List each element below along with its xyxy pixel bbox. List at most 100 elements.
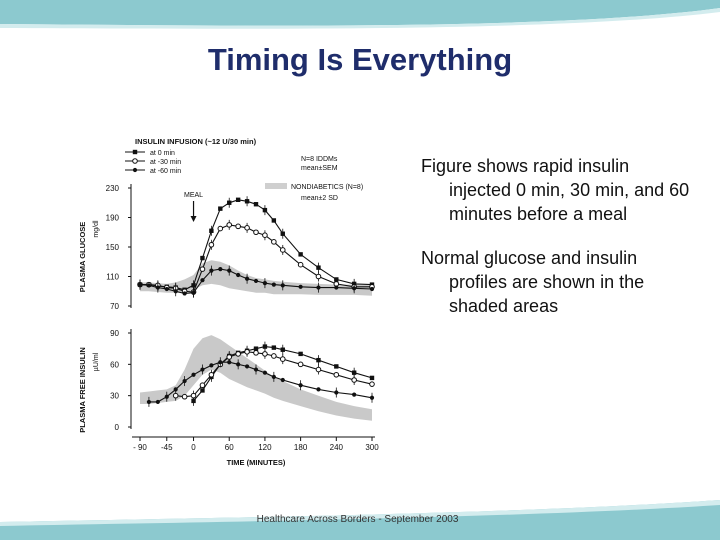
chart-panel: 70 110 150 190 230 PLASMA GLUCOSE mg/dl MEAL (78, 184, 375, 311)
data-point-square (253, 202, 259, 207)
data-point-dot (316, 285, 321, 290)
data-point-dot (200, 367, 205, 372)
y-tick-label: 30 (110, 392, 119, 401)
data-point-dot (236, 362, 241, 367)
data-point-circle (271, 239, 277, 245)
meal-arrow-head (190, 216, 197, 222)
y-tick-label: 60 (110, 360, 119, 369)
data-point-circle (315, 273, 322, 280)
glucose-insulin-chart: INSULIN INFUSION (~12 U/30 min) at 0 min a… (78, 137, 379, 467)
data-point-square (227, 200, 232, 205)
data-point-dot (173, 387, 178, 392)
data-point-circle (315, 366, 322, 373)
data-point-dot (280, 283, 285, 288)
data-point-dot (209, 268, 214, 273)
data-point-dot (227, 268, 232, 273)
data-point-dot (271, 374, 276, 379)
data-point-square (235, 197, 241, 202)
y-tick-label: 0 (115, 423, 120, 432)
y-axis-label: PLASMA FREE INSULIN (78, 347, 87, 433)
data-point-dot (253, 367, 259, 372)
data-point-dot (209, 363, 214, 368)
data-point-circle (297, 261, 304, 268)
data-point-dot (200, 278, 205, 283)
data-point-square (298, 351, 303, 357)
data-point-dot (173, 289, 178, 294)
data-point-dot (164, 286, 169, 292)
data-point-dot (146, 399, 152, 405)
series-line (140, 224, 372, 293)
data-point-dot (298, 383, 303, 388)
data-point-circle (244, 225, 250, 231)
data-point-square (280, 231, 285, 236)
data-point-square (334, 364, 339, 369)
data-point-circle (208, 241, 215, 248)
y-axis-label: PLASMA GLUCOSE (78, 222, 87, 293)
data-point-dot (218, 360, 223, 365)
data-point-square (298, 252, 303, 257)
top-banner (0, 0, 720, 29)
legend-label: at -60 min (150, 168, 181, 175)
legend-label: at -30 min (150, 159, 181, 166)
data-point-circle (279, 356, 286, 362)
meal-label: MEAL (184, 192, 203, 199)
data-point-square (369, 375, 375, 381)
x-tick-label: 60 (225, 443, 234, 452)
y-tick-label: 150 (106, 243, 120, 252)
data-point-circle (333, 371, 340, 378)
y-axis-unit: mg/dl (93, 220, 100, 238)
data-point-dot (298, 284, 303, 289)
data-point-square (262, 344, 268, 349)
data-point-dot (227, 360, 232, 365)
data-point-dot (155, 399, 160, 405)
data-point-circle (132, 158, 138, 164)
data-point-dot (218, 267, 223, 272)
data-point-circle (181, 393, 188, 400)
data-point-square (271, 218, 277, 223)
series-line (139, 268, 373, 295)
data-point-dot (155, 285, 160, 290)
bullet-list: Figure shows rapid insulin injected 0 mi… (421, 154, 691, 338)
data-point-square (200, 255, 205, 261)
series-line (140, 199, 373, 291)
data-point-square (253, 346, 259, 351)
data-point-dot (316, 387, 321, 392)
data-point-circle (351, 377, 357, 383)
data-point-circle (262, 351, 268, 357)
legend-shaded-label: NONDIABETICS (N=8) (291, 184, 363, 191)
x-tick-label: 180 (294, 443, 308, 452)
data-point-dot (352, 392, 357, 397)
data-point-square (316, 265, 321, 270)
data-point-dot (334, 285, 339, 290)
data-point-square (191, 283, 196, 288)
x-tick-label: 120 (258, 443, 272, 452)
series-line (193, 346, 373, 402)
data-point-circle (199, 382, 206, 389)
data-point-circle (297, 361, 304, 368)
data-point-circle (369, 381, 375, 387)
legend-note-mean: mean±SEM (301, 165, 338, 172)
data-point-circle (279, 247, 286, 253)
x-tick-label: - 90 (133, 443, 147, 452)
data-point-circle (253, 229, 259, 236)
legend-shaded-swatch (265, 183, 287, 189)
slide-title: Timing Is Everything (207, 42, 513, 77)
data-point-square (271, 345, 277, 350)
data-point-square (191, 398, 196, 404)
data-point-dot (132, 167, 138, 173)
data-point-circle (226, 222, 233, 228)
data-point-square (351, 370, 357, 375)
data-point-dot (244, 364, 250, 369)
data-point-circle (190, 392, 197, 399)
legend-label: at 0 min (150, 150, 175, 157)
legend-title: INSULIN INFUSION (~12 U/30 min) (135, 137, 257, 146)
y-tick-label: 230 (106, 184, 120, 193)
data-point-square (334, 277, 339, 282)
data-point-circle (172, 392, 179, 399)
data-point-dot (191, 290, 196, 295)
bottom-banner (0, 500, 720, 540)
data-point-square (200, 388, 205, 393)
y-tick-label: 90 (110, 329, 119, 338)
data-point-square (218, 206, 223, 211)
nondiabetic-band (140, 335, 372, 421)
